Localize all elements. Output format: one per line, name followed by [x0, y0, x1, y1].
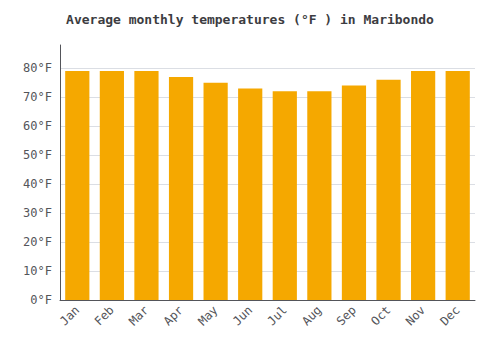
svg-text:0°F: 0°F [30, 293, 52, 307]
svg-text:50°F: 50°F [23, 148, 52, 162]
svg-text:Jul: Jul [265, 303, 290, 328]
svg-text:Nov: Nov [403, 303, 428, 328]
svg-text:30°F: 30°F [23, 206, 52, 220]
svg-text:60°F: 60°F [23, 119, 52, 133]
svg-text:Aug: Aug [299, 303, 324, 328]
svg-text:Jun: Jun [230, 303, 255, 328]
svg-text:Apr: Apr [161, 303, 186, 328]
svg-text:70°F: 70°F [23, 90, 52, 104]
svg-text:Sep: Sep [334, 303, 359, 328]
svg-text:20°F: 20°F [23, 235, 52, 249]
svg-text:80°F: 80°F [23, 61, 52, 75]
svg-text:40°F: 40°F [23, 177, 52, 191]
svg-text:Feb: Feb [92, 303, 117, 328]
svg-text:Oct: Oct [368, 303, 393, 328]
svg-text:Dec: Dec [437, 303, 462, 328]
svg-text:Mar: Mar [126, 303, 151, 328]
svg-text:Jan: Jan [57, 303, 82, 328]
svg-text:10°F: 10°F [23, 264, 52, 278]
svg-text:May: May [195, 303, 220, 328]
svg-text:Average monthly temperatures (: Average monthly temperatures (°F ) in Ma… [66, 12, 434, 27]
